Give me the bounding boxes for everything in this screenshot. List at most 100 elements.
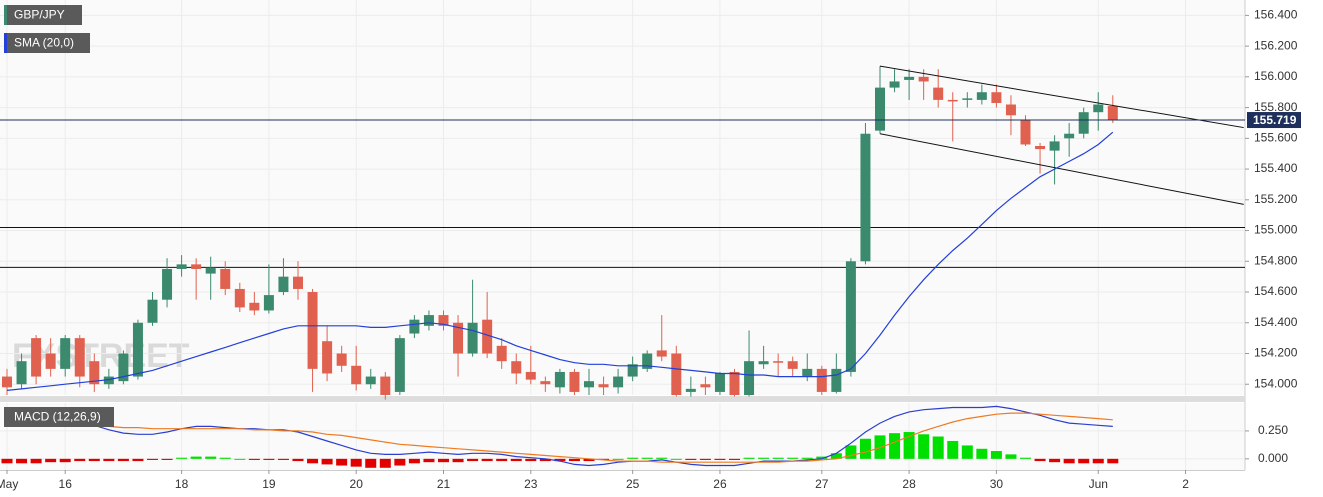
candle-body [540,381,551,385]
sma-line [6,131,1114,391]
trendline [879,133,1244,205]
macd-histogram-bar [45,458,57,463]
y-tick-label: 0.000 [1258,451,1288,465]
macd-histogram-bar [889,433,901,459]
candle-body [249,302,260,311]
macd-histogram-bar [1063,458,1075,464]
candle-body [293,276,303,289]
macd-histogram-bar [787,457,799,459]
legend-box [4,33,90,53]
watermark: FXSTREET [12,337,190,375]
candle-body [31,338,42,377]
candle-body [482,319,493,354]
candle-body [962,98,973,100]
candle-body [1093,104,1104,113]
macd-histogram-bar [932,436,944,459]
macd-histogram-bar [510,458,522,462]
macd-histogram-bar [1107,458,1119,464]
candle-body [642,353,653,369]
candle-body [816,368,827,392]
macd-histogram-bar [976,448,988,459]
legend-label: SMA (20,0) [14,36,74,50]
candle-body [845,261,856,372]
y-tick-label: 154.000 [1254,376,1298,390]
candle-body [453,322,464,354]
macd-histogram-bar [117,458,129,462]
macd-histogram-bar [147,458,158,460]
macd-histogram-bar [670,458,682,460]
candle-body [656,350,667,357]
x-tick-label: 26 [713,477,727,491]
macd-histogram-bar [321,458,333,465]
macd-histogram-bar [423,458,435,463]
candle-body [598,384,609,388]
y-tick-label: 156.000 [1254,69,1298,83]
macd-histogram-bar [59,458,71,463]
candle-body [933,87,944,100]
macd-histogram-bar [379,458,391,468]
candle-body [234,288,245,308]
candle-body [394,338,405,392]
macd-histogram-bar [1078,458,1090,464]
legend-swatch [4,33,7,53]
x-tick-label: 30 [990,477,1004,491]
current-price-label: 155.719 [1253,113,1297,127]
macd-histogram-bar [1092,458,1104,464]
macd-histogram-bar [947,440,959,459]
macd-histogram-bar [394,458,406,466]
candle-body [132,322,143,377]
candle-body [60,338,71,369]
macd-histogram-bar [743,457,755,459]
candle-body [89,361,100,385]
macd-line [6,405,1113,467]
legend-box [4,5,82,25]
macd-histogram-bar [568,458,580,462]
macd-histogram-bar [30,458,42,464]
current-price-box [1247,112,1301,129]
x-tick-label: Jun [1089,477,1108,491]
macd-histogram-bar [1049,458,1061,463]
candle-body [45,353,56,369]
candle-body [1107,106,1118,120]
candle-body [947,99,958,102]
candle-body [744,361,755,395]
candle-body [467,322,478,354]
macd-histogram-bar [903,432,915,459]
candle-body [205,267,216,274]
y-tick-label: 154.200 [1254,346,1298,360]
macd-histogram-bar [103,458,115,462]
macd-histogram-bar [1034,458,1046,462]
macd-histogram-bar [714,458,726,460]
candle-body [423,315,434,326]
macd-histogram-bar [336,458,348,466]
candle-body [976,92,987,100]
y-tick-label: 154.800 [1254,253,1298,267]
candle-body [147,299,158,323]
candle-body [351,365,362,385]
macd-histogram-bar [918,434,930,459]
macd-histogram-bar [612,458,624,460]
x-tick-label: 18 [175,477,189,491]
macd-histogram-bar [699,458,711,460]
trendline [879,65,1244,129]
macd-histogram-bar [365,458,377,468]
x-tick-label: May [0,477,18,491]
macd-histogram-bar [307,458,319,464]
candle-body [16,361,27,385]
legend-label: GBP/JPY [14,8,65,22]
y-tick-label: 154.400 [1254,315,1298,329]
macd-histogram-bar [525,458,537,462]
macd-histogram-bar [132,458,144,462]
candle-body [700,384,711,388]
macd-histogram-bar [263,458,275,460]
macd-histogram-bar [219,457,231,459]
candle-body [1020,119,1031,145]
candle-body [380,376,391,395]
candle-body [569,371,580,392]
candle-body [613,376,624,388]
macd-histogram-bar [1005,454,1017,459]
candle-body [2,376,12,388]
candle-body [176,264,187,269]
candle-body [322,341,333,374]
